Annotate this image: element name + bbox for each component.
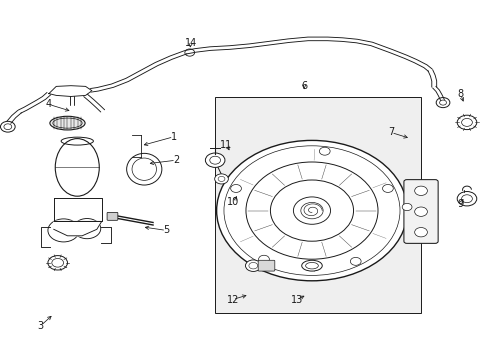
Circle shape	[216, 140, 407, 281]
Ellipse shape	[301, 260, 322, 271]
Text: 12: 12	[226, 294, 239, 305]
Ellipse shape	[50, 116, 85, 130]
Text: 10: 10	[226, 197, 239, 207]
Text: 5: 5	[163, 225, 169, 235]
Circle shape	[214, 174, 228, 184]
Text: 3: 3	[38, 321, 43, 331]
Ellipse shape	[55, 139, 99, 196]
Circle shape	[414, 228, 427, 237]
Text: 14: 14	[184, 38, 197, 48]
Text: 9: 9	[457, 199, 463, 210]
Circle shape	[293, 197, 330, 224]
Text: 13: 13	[290, 294, 303, 305]
Circle shape	[245, 260, 261, 271]
Circle shape	[48, 219, 79, 242]
Circle shape	[230, 185, 241, 193]
Circle shape	[48, 256, 67, 270]
Circle shape	[382, 185, 392, 193]
Bar	[215, 97, 420, 313]
Polygon shape	[54, 198, 102, 221]
Polygon shape	[49, 86, 92, 96]
Circle shape	[73, 219, 101, 239]
Circle shape	[456, 115, 476, 130]
Circle shape	[319, 147, 329, 155]
Text: 6: 6	[301, 81, 306, 91]
Circle shape	[401, 203, 411, 211]
Circle shape	[414, 186, 427, 195]
Polygon shape	[54, 221, 102, 236]
Circle shape	[414, 207, 427, 216]
Text: 2: 2	[173, 155, 179, 165]
Text: 1: 1	[170, 132, 176, 142]
FancyBboxPatch shape	[403, 180, 437, 243]
Circle shape	[205, 153, 224, 167]
Text: 8: 8	[457, 89, 463, 99]
Text: 7: 7	[387, 127, 393, 138]
FancyBboxPatch shape	[258, 260, 274, 271]
FancyBboxPatch shape	[107, 212, 118, 220]
Text: 11: 11	[220, 140, 232, 150]
Circle shape	[258, 255, 269, 263]
Circle shape	[349, 257, 360, 265]
Text: 4: 4	[46, 99, 52, 109]
Circle shape	[456, 192, 476, 206]
